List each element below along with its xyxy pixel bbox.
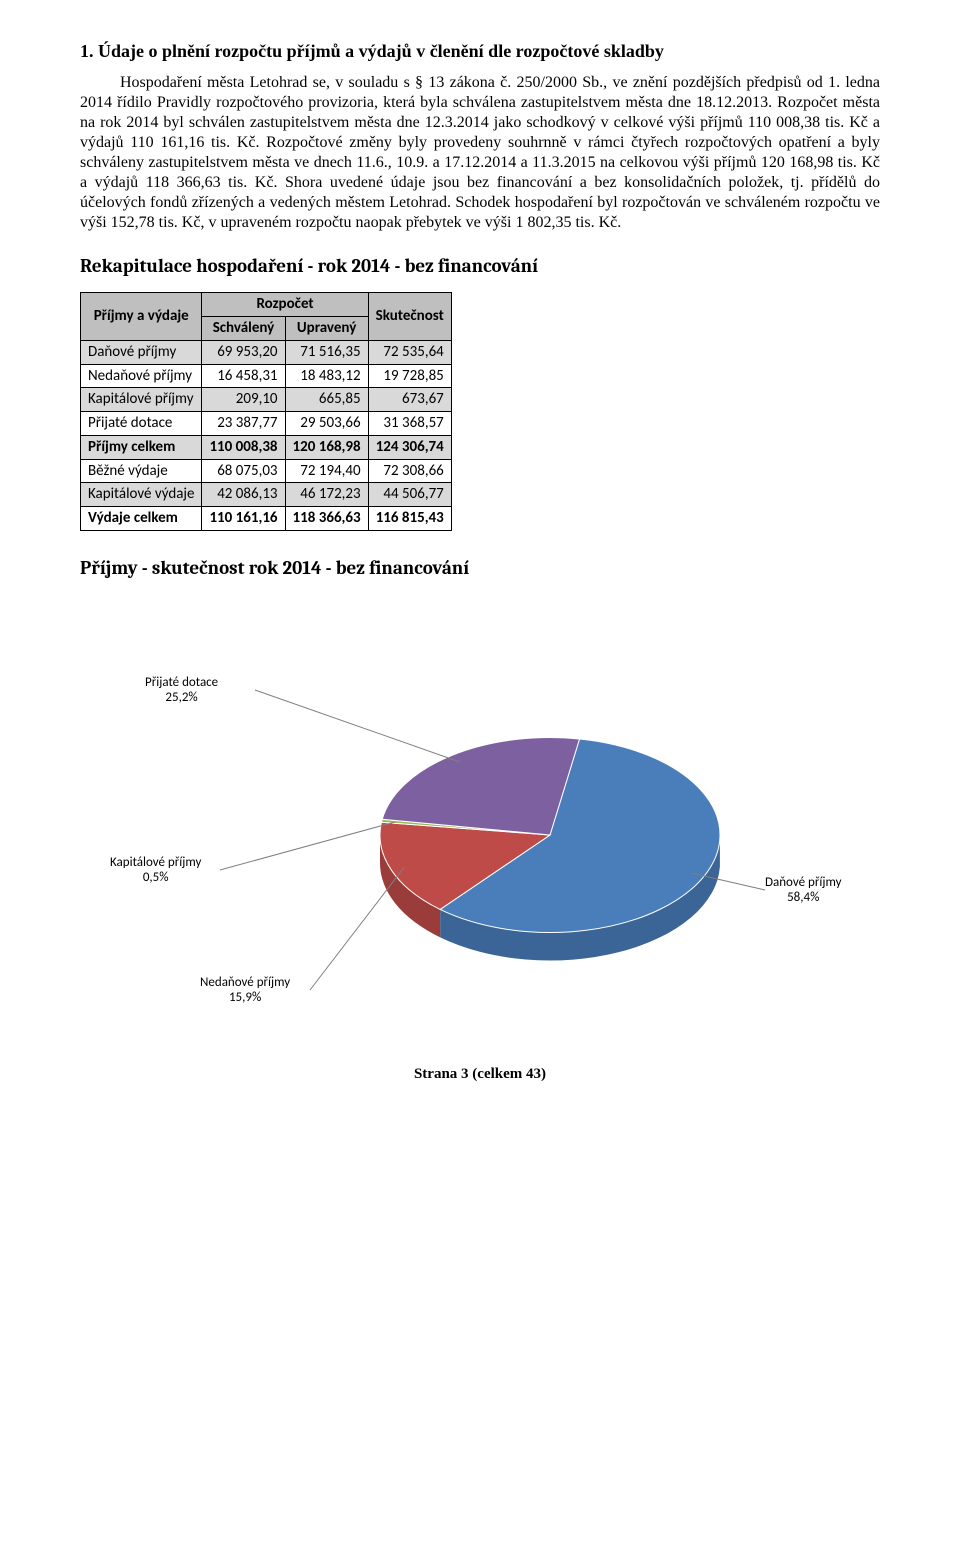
cell-approved: 23 387,77: [202, 412, 285, 436]
th-items: Příjmy a výdaje: [81, 293, 202, 341]
cell-approved: 68 075,03: [202, 459, 285, 483]
section-heading: 1. Údaje o plnění rozpočtu příjmů a výda…: [80, 40, 880, 63]
cell-actual: 673,67: [368, 388, 451, 412]
row-label: Daňové příjmy: [81, 340, 202, 364]
cell-adjusted: 46 172,23: [285, 483, 368, 507]
table-row: Výdaje celkem110 161,16118 366,63116 815…: [81, 507, 452, 531]
pie-slice-label: Přijaté dotace25,2%: [145, 675, 218, 706]
cell-actual: 124 306,74: [368, 435, 451, 459]
table-row: Daňové příjmy69 953,2071 516,3572 535,64: [81, 340, 452, 364]
table-row: Příjmy celkem110 008,38120 168,98124 306…: [81, 435, 452, 459]
pie-slice-label: Nedaňové příjmy15,9%: [200, 975, 290, 1006]
cell-adjusted: 71 516,35: [285, 340, 368, 364]
pie-chart: [360, 695, 740, 995]
cell-actual: 72 308,66: [368, 459, 451, 483]
cell-actual: 116 815,43: [368, 507, 451, 531]
cell-approved: 16 458,31: [202, 364, 285, 388]
row-label: Běžné výdaje: [81, 459, 202, 483]
cell-adjusted: 665,85: [285, 388, 368, 412]
recap-table: Příjmy a výdaje Rozpočet Skutečnost Schv…: [80, 292, 452, 531]
th-approved: Schválený: [202, 317, 285, 341]
cell-actual: 31 368,57: [368, 412, 451, 436]
cell-actual: 19 728,85: [368, 364, 451, 388]
row-label: Kapitálové příjmy: [81, 388, 202, 412]
cell-approved: 209,10: [202, 388, 285, 412]
table-row: Kapitálové výdaje42 086,1346 172,2344 50…: [81, 483, 452, 507]
cell-adjusted: 29 503,66: [285, 412, 368, 436]
recap-title: Rekapitulace hospodaření - rok 2014 - be…: [80, 255, 880, 279]
cell-approved: 42 086,13: [202, 483, 285, 507]
row-label: Kapitálové výdaje: [81, 483, 202, 507]
page-footer: Strana 3 (celkem 43): [80, 1065, 880, 1084]
row-label: Příjmy celkem: [81, 435, 202, 459]
cell-approved: 110 161,16: [202, 507, 285, 531]
th-budget: Rozpočet: [202, 293, 368, 317]
chart-title: Příjmy - skutečnost rok 2014 - bez finan…: [80, 557, 880, 581]
cell-adjusted: 72 194,40: [285, 459, 368, 483]
pie-chart-area: Přijaté dotace25,2% Kapitálové příjmy0,5%…: [80, 595, 880, 1035]
table-row: Nedaňové příjmy16 458,3118 483,1219 728,…: [81, 364, 452, 388]
row-label: Přijaté dotace: [81, 412, 202, 436]
th-adjusted: Upravený: [285, 317, 368, 341]
cell-approved: 110 008,38: [202, 435, 285, 459]
cell-adjusted: 118 366,63: [285, 507, 368, 531]
table-row: Kapitálové příjmy209,10665,85673,67: [81, 388, 452, 412]
section-paragraph: Hospodaření města Letohrad se, v souladu…: [80, 73, 880, 233]
cell-actual: 44 506,77: [368, 483, 451, 507]
pie-slice-label: Kapitálové příjmy0,5%: [110, 855, 201, 886]
row-label: Nedaňové příjmy: [81, 364, 202, 388]
table-row: Běžné výdaje68 075,0372 194,4072 308,66: [81, 459, 452, 483]
row-label: Výdaje celkem: [81, 507, 202, 531]
pie-slice-label: Daňové příjmy58,4%: [765, 875, 842, 906]
cell-approved: 69 953,20: [202, 340, 285, 364]
th-actual: Skutečnost: [368, 293, 451, 341]
cell-adjusted: 18 483,12: [285, 364, 368, 388]
table-row: Přijaté dotace23 387,7729 503,6631 368,5…: [81, 412, 452, 436]
cell-actual: 72 535,64: [368, 340, 451, 364]
cell-adjusted: 120 168,98: [285, 435, 368, 459]
